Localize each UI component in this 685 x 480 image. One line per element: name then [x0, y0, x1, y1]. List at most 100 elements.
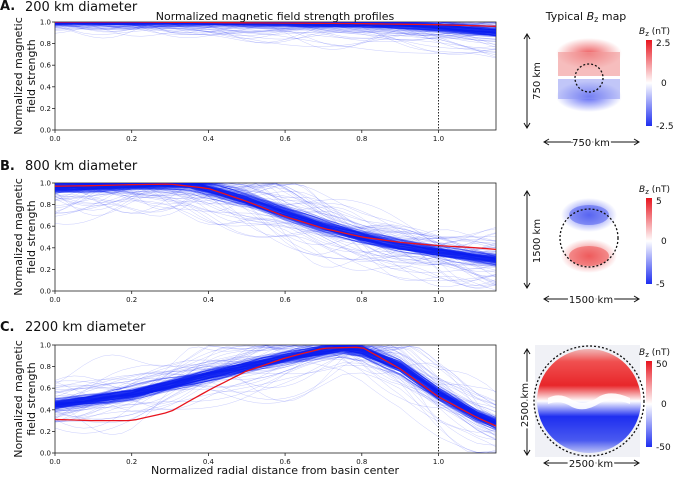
profile-line-b [55, 183, 496, 270]
profile-line-b [55, 194, 496, 269]
profile-line-c [55, 345, 496, 423]
map-c-cb-title: Bz (nT) [639, 348, 670, 359]
y-tick-label-a: 0.0 [40, 127, 51, 135]
x-tick-label-c: 0.4 [203, 458, 215, 466]
map-c-cb-min: -50 [656, 443, 671, 453]
profile-line-b [55, 185, 496, 273]
profile-line-c [55, 365, 496, 429]
map-a-cb-title: Bz (nT) [639, 27, 670, 38]
y-tick-label-a: 0.4 [40, 83, 52, 91]
profile-line-c [55, 345, 496, 402]
map-header: Typical Bz map [545, 10, 627, 24]
x-tick-label-a: 1.0 [433, 135, 444, 143]
profile-line-a [55, 22, 496, 33]
profile-line-a [55, 22, 496, 47]
profile-line-c [55, 345, 496, 412]
map-b-cb-mid: 0 [661, 237, 667, 247]
map-a-basin-rim [574, 63, 604, 93]
plot-frame-a [54, 21, 497, 131]
profile-line-b [55, 184, 496, 245]
x-tick-label-c: 1.0 [433, 458, 444, 466]
profile-ensemble-c [55, 345, 496, 453]
map-c-zero-band [548, 393, 630, 410]
x-tick-label-a: 0.6 [280, 135, 292, 143]
map-panel-c: 2500 km 2500 km Bz (nT) 50 0 -50 [518, 345, 671, 472]
profile-line-c [55, 362, 496, 440]
profile-line-b [55, 190, 496, 254]
map-header-symbol: B [587, 10, 595, 23]
profile-line-a [55, 22, 496, 34]
map-header-suffix: map [598, 10, 626, 23]
y-tick-label-b: 0.2 [40, 266, 51, 274]
profile-line-b [55, 183, 496, 249]
profile-line-c [55, 345, 496, 420]
profiles-header: Normalized magnetic field strength profi… [156, 10, 395, 23]
profile-line-c [55, 345, 496, 405]
map-c-bottom-label: 2500 km [569, 459, 613, 470]
x-tick-label-b: 0.4 [203, 296, 215, 304]
profile-line-b [55, 183, 496, 241]
typical-profile-line-a [55, 22, 496, 27]
profile-line-c [55, 346, 496, 453]
profile-line-b [55, 183, 496, 253]
profile-line-a [55, 22, 496, 53]
map-panel-a: 750 km 750 km Bz (nT) 2.5 0 -2.5 [523, 27, 674, 151]
profile-line-a [55, 22, 496, 34]
profile-line-b [55, 183, 496, 246]
profile-band-c [55, 345, 496, 427]
profile-line-b [55, 183, 496, 239]
panel-b-title: 800 km diameter [25, 159, 138, 174]
profile-line-c [55, 345, 496, 413]
map-c-cb-unit: (nT) [649, 348, 670, 358]
map-b-cb-max: 5 [656, 197, 662, 207]
profile-line-b [55, 183, 496, 259]
profile-line-c [55, 345, 496, 417]
map-c-field [537, 349, 641, 453]
x-tick-label-b: 0.2 [126, 296, 137, 304]
profile-line-c [55, 348, 496, 428]
x-tick-label-a: 0.4 [203, 135, 215, 143]
ylabel-b: Normalized magnetic field strength [12, 178, 38, 295]
profile-ensemble-a [55, 22, 496, 59]
profile-line-b [55, 183, 496, 256]
profile-line-b [55, 183, 496, 282]
map-b-side-arrowheads [523, 190, 531, 289]
profile-line-c [55, 345, 496, 406]
ylabel-a: Normalized magnetic field strength [12, 17, 38, 134]
x-tick-label-b: 0.6 [280, 296, 292, 304]
profile-line-c [55, 345, 496, 406]
y-tick-label-c: 0.4 [40, 406, 52, 414]
profile-line-a [55, 22, 496, 41]
map-a-cb-min: -2.5 [656, 122, 674, 132]
profile-line-b [55, 183, 496, 289]
map-b-cb-title: Bz (nT) [639, 185, 670, 196]
x-tick-label-a: 0.8 [356, 135, 367, 143]
y-tick-label-a: 0.2 [40, 105, 51, 113]
profile-line-b [55, 183, 496, 258]
x-tick-label-a: 0.0 [49, 135, 60, 143]
typical-profile-line-b [55, 183, 496, 251]
profile-line-b [55, 186, 496, 283]
plot-panel-c: 0.0 0.2 0.4 0.6 0.8 1.0 0.0 0.2 0.4 0.6 0.8 1.0 [40, 342, 497, 466]
profile-line-c [55, 345, 496, 426]
map-c-cb-sub: z [645, 351, 649, 359]
panel-c-letter: C. [0, 320, 14, 335]
profile-ensemble-b [55, 183, 496, 291]
x-axis-label: Normalized radial distance from basin ce… [151, 464, 400, 477]
map-b-bottom-arrowheads [543, 295, 640, 303]
y-tick-label-c: 0.2 [40, 428, 51, 436]
map-b-positive-core [569, 246, 609, 266]
map-a-colorbar [646, 40, 652, 126]
ylabel-a-line2: field strength [25, 39, 38, 113]
profile-line-c [55, 349, 496, 441]
panel-b-letter: B. [0, 159, 15, 174]
profile-line-b [55, 183, 496, 265]
map-a-zero-band [556, 76, 622, 79]
map-a-cb-symbol: B [639, 27, 645, 37]
y-tick-label-b: 0.4 [40, 244, 52, 252]
x-tick-label-c: 0.8 [356, 458, 367, 466]
map-b-colorbar [646, 198, 652, 284]
map-c-colorbar [646, 361, 652, 447]
profile-line-c [55, 359, 496, 430]
profile-line-a [55, 24, 496, 50]
